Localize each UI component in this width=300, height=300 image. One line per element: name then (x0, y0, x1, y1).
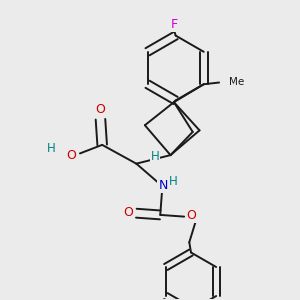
Text: N: N (158, 179, 168, 192)
Text: O: O (123, 206, 133, 219)
Text: O: O (95, 103, 105, 116)
Text: F: F (170, 18, 178, 31)
Text: H: H (169, 175, 177, 188)
Text: H: H (46, 142, 56, 155)
Text: H: H (151, 150, 160, 163)
Text: O: O (187, 209, 196, 222)
Text: O: O (66, 148, 76, 162)
Text: Me: Me (229, 77, 244, 87)
